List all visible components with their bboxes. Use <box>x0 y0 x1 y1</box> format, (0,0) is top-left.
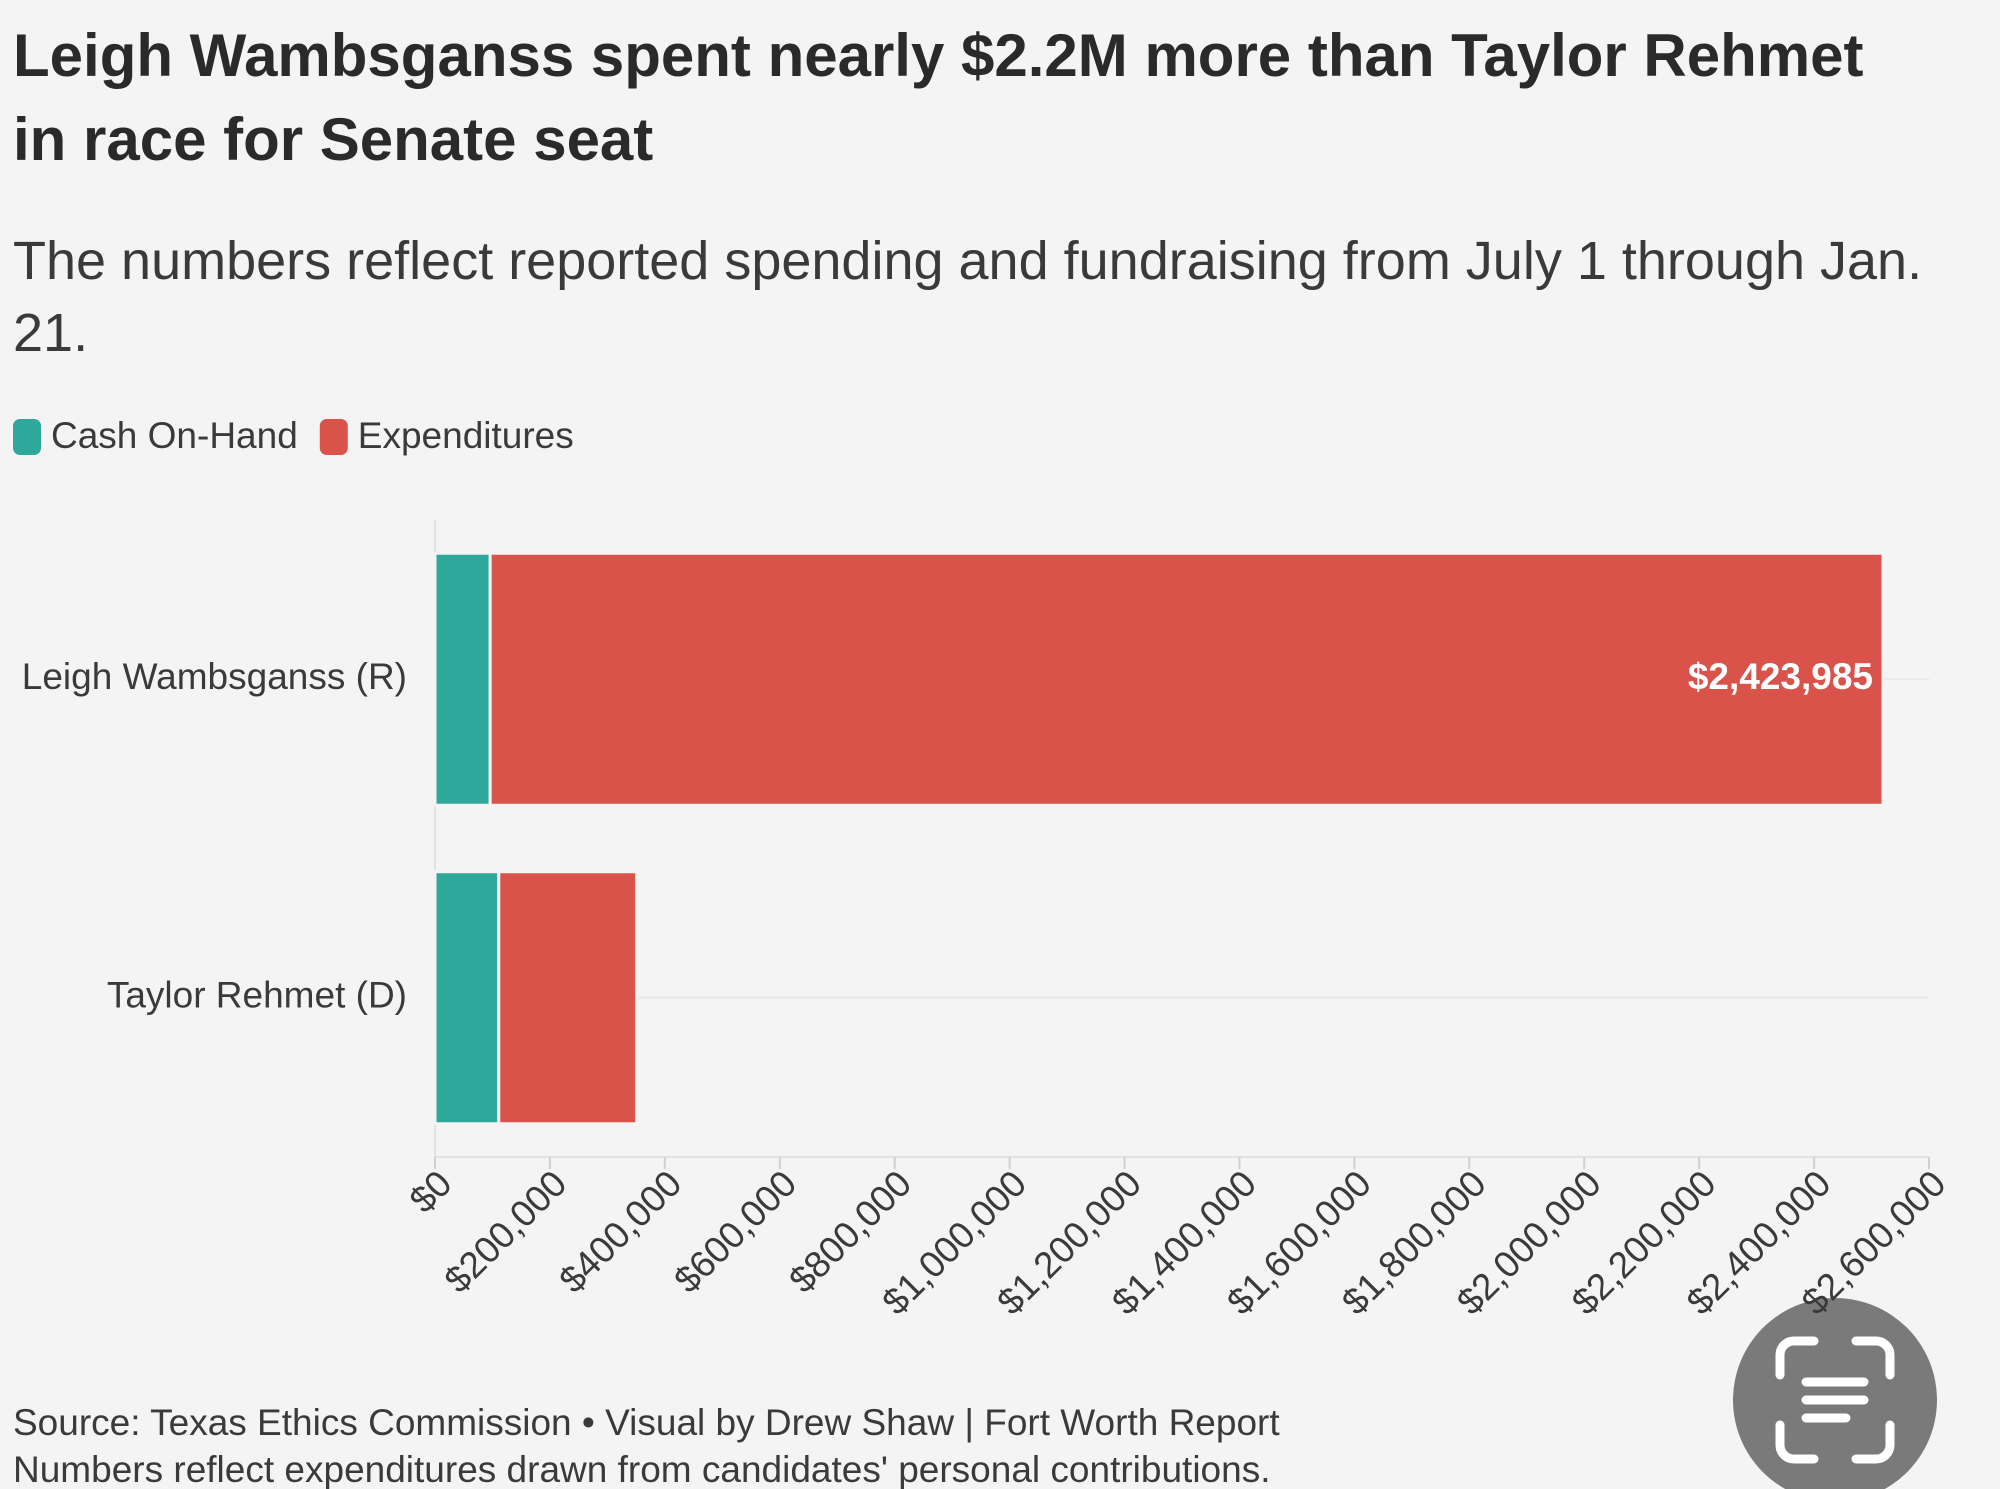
bar <box>488 551 1885 807</box>
x-tick-label: $400,000 <box>551 1163 689 1301</box>
x-tick-label: $200,000 <box>436 1163 574 1301</box>
chart-subtitle: The numbers reflect reported spending an… <box>13 231 1923 363</box>
bar <box>433 870 501 1126</box>
bar <box>433 551 492 807</box>
value-label: $2,423,985 <box>1688 656 1873 697</box>
x-tick-label: $600,000 <box>666 1163 804 1301</box>
y-tick-label: Leigh Wambsganss (R) <box>22 656 407 697</box>
note: Numbers reflect expenditures drawn from … <box>13 1449 1270 1489</box>
x-tick-label: $0 <box>401 1163 459 1221</box>
legend-label: Expenditures <box>358 415 574 456</box>
scan-icon <box>1775 1336 1895 1464</box>
bar <box>497 870 639 1126</box>
chart-title: Leigh Wambsganss spent nearly $2.2M more… <box>13 22 1864 173</box>
legend-label: Cash On-Hand <box>51 415 298 456</box>
source: Source: Texas Ethics Commission • Visual… <box>13 1402 1280 1443</box>
legend-swatch <box>13 419 41 455</box>
y-tick-label: Taylor Rehmet (D) <box>107 975 407 1016</box>
legend-swatch <box>319 419 348 455</box>
scan-button[interactable] <box>1733 1298 1937 1489</box>
